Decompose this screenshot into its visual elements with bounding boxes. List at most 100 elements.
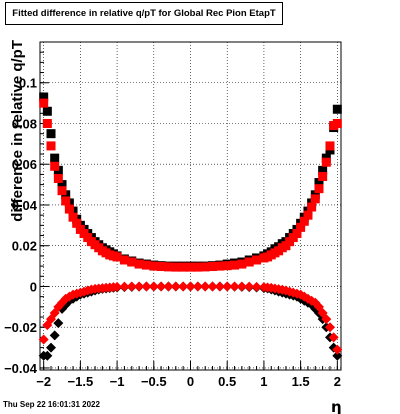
data-point xyxy=(53,318,64,329)
data-point xyxy=(325,141,335,151)
data-point xyxy=(244,257,254,267)
data-point xyxy=(119,255,129,265)
data-point xyxy=(57,180,67,190)
data-point xyxy=(314,184,324,194)
data-point xyxy=(185,281,196,292)
data-point xyxy=(38,334,49,345)
data-point xyxy=(222,261,232,271)
data-point xyxy=(237,259,247,269)
data-point xyxy=(68,212,78,222)
data-point xyxy=(296,222,306,232)
data-point xyxy=(215,261,225,271)
data-point xyxy=(149,261,159,271)
data-point xyxy=(72,218,82,228)
y-tick-label: 0.1 xyxy=(19,76,37,91)
data-point xyxy=(141,260,151,270)
data-point xyxy=(236,281,247,292)
data-point xyxy=(251,281,262,292)
data-point xyxy=(299,216,309,226)
data-point xyxy=(332,104,342,114)
data-point xyxy=(171,262,181,272)
data-point xyxy=(332,344,343,355)
data-point xyxy=(163,262,173,272)
axis-ticks xyxy=(40,41,338,370)
data-point xyxy=(200,281,211,292)
data-point xyxy=(192,281,203,292)
x-tick-label: 1.5 xyxy=(292,374,310,389)
data-point xyxy=(230,260,240,270)
data-point xyxy=(178,262,188,272)
data-point xyxy=(328,332,339,343)
timestamp: Thu Sep 22 16:01:31 2022 xyxy=(3,400,100,409)
data-point xyxy=(156,281,167,292)
data-point xyxy=(61,196,71,206)
data-point xyxy=(64,204,74,214)
data-point xyxy=(148,281,159,292)
data-point xyxy=(222,281,233,292)
data-point xyxy=(229,281,240,292)
data-point xyxy=(332,118,342,128)
grid xyxy=(40,42,341,370)
data-point xyxy=(141,281,152,292)
x-tick-label: −1 xyxy=(110,374,125,389)
x-tick-label: 0.5 xyxy=(218,374,236,389)
data-point xyxy=(46,141,56,151)
data-point xyxy=(50,161,60,171)
data-point xyxy=(207,281,218,292)
x-tick-label: 2 xyxy=(334,374,341,389)
data-point xyxy=(321,157,331,167)
data-point xyxy=(50,153,60,163)
y-tick-label: 0.08 xyxy=(12,116,37,131)
data-point xyxy=(318,171,328,181)
data-point xyxy=(163,281,174,292)
x-tick-label: −1.5 xyxy=(68,374,94,389)
data-point xyxy=(324,322,335,333)
x-tick-label: −0.5 xyxy=(141,374,167,389)
data-point xyxy=(208,262,218,272)
data-point xyxy=(314,178,324,188)
x-tick-label: 1 xyxy=(260,374,267,389)
x-tick-label: 0 xyxy=(187,374,194,389)
data-point xyxy=(252,255,262,265)
data-point xyxy=(126,281,137,292)
data-point xyxy=(49,330,60,341)
x-tick-label: −2 xyxy=(36,374,51,389)
x-axis-label: η xyxy=(331,398,342,414)
y-tick-label: −0.02 xyxy=(4,320,37,335)
tick-labels: −2 −1.5 −1 −0.5 0 0.5 1 1.5 2 −0.04 −0.02 0 0.02 0.04… xyxy=(4,76,341,389)
data-point xyxy=(42,118,52,128)
data-point xyxy=(46,342,57,353)
y-tick-label: 0.02 xyxy=(12,239,37,254)
data-point xyxy=(178,281,189,292)
y-axis-label: difference in relative q/pT xyxy=(9,40,26,222)
y-tick-label: 0 xyxy=(30,279,37,294)
data-point xyxy=(42,106,52,116)
data-point xyxy=(214,281,225,292)
y-tick-label: 0.04 xyxy=(12,198,38,213)
data-point xyxy=(332,350,343,361)
data-point xyxy=(119,281,130,292)
data-point xyxy=(53,173,63,183)
data-point xyxy=(112,281,123,292)
data-point xyxy=(112,252,122,262)
data-point xyxy=(307,202,317,212)
data-point xyxy=(292,229,302,239)
data-point xyxy=(186,262,195,272)
data-points xyxy=(38,92,343,361)
data-point xyxy=(310,194,320,204)
data-point xyxy=(170,281,181,292)
data-point xyxy=(127,257,137,267)
plot-frame xyxy=(39,41,342,371)
data-point xyxy=(39,92,49,102)
data-point xyxy=(193,262,203,272)
data-point xyxy=(244,281,255,292)
data-point xyxy=(46,129,56,139)
data-point xyxy=(39,98,49,108)
data-point xyxy=(134,281,145,292)
chart-title: Fitted difference in relative q/pT for G… xyxy=(5,2,283,25)
data-point xyxy=(318,165,328,175)
y-tick-label: 0.06 xyxy=(12,157,37,172)
data-point xyxy=(156,262,166,272)
y-tick-label: −0.04 xyxy=(4,361,38,376)
